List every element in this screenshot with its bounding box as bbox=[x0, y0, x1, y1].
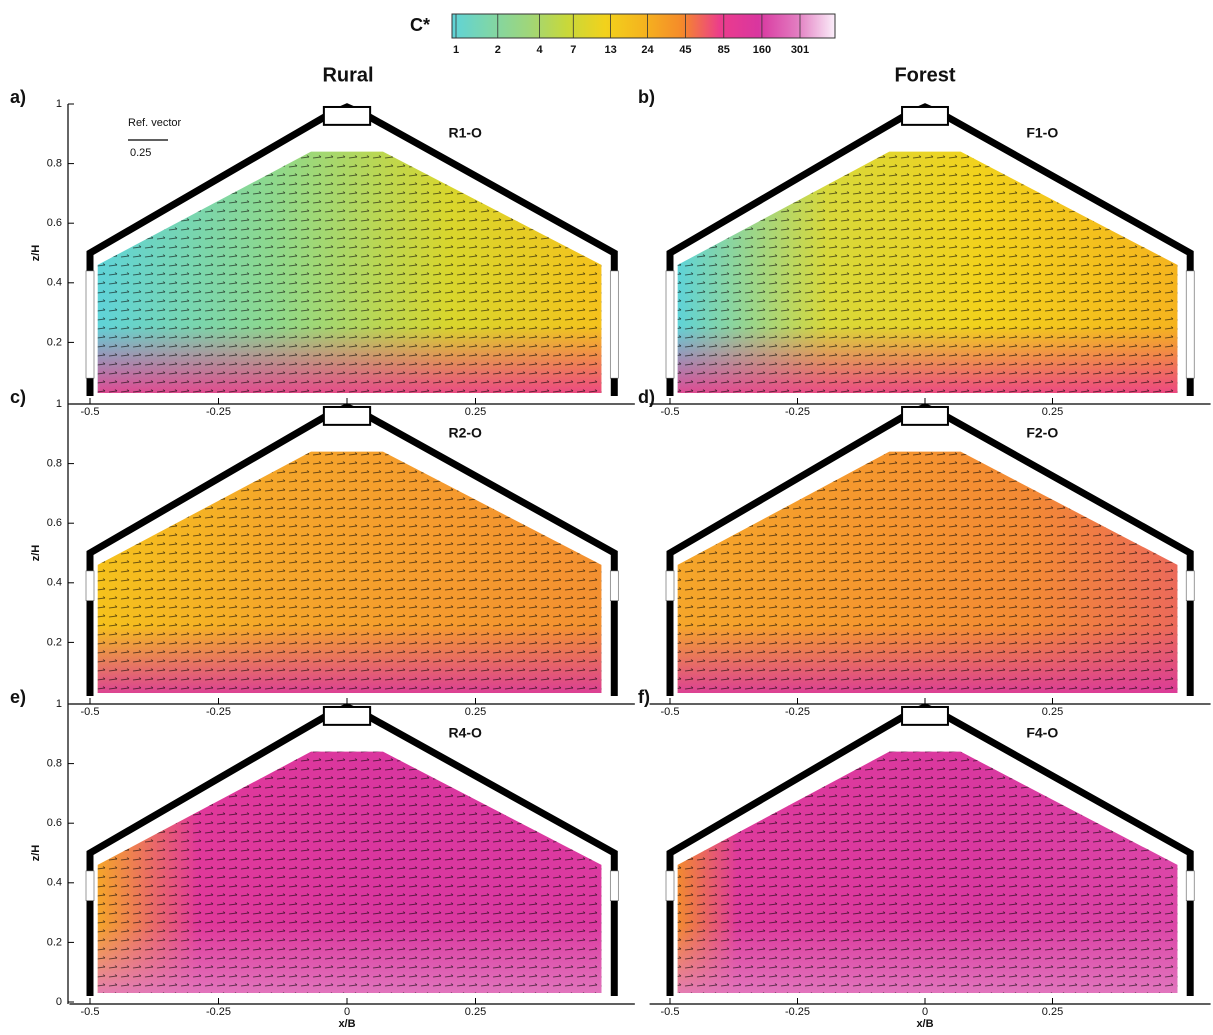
y-tick-label: 0.6 bbox=[47, 217, 62, 229]
x-tick-label: -0.25 bbox=[206, 706, 231, 718]
panel-label: d) bbox=[638, 387, 655, 407]
velocity-vectors bbox=[98, 452, 602, 693]
column-title: Forest bbox=[894, 64, 955, 86]
colorbar-title: C* bbox=[410, 15, 430, 35]
y-axis-label: z/H bbox=[30, 845, 42, 862]
opening bbox=[86, 571, 94, 601]
opening bbox=[1186, 271, 1194, 378]
x-tick-label: 0 bbox=[922, 1006, 928, 1018]
panel-label: a) bbox=[10, 87, 26, 107]
panel-title: F4-O bbox=[1026, 725, 1058, 741]
colorbar-tick-label: 13 bbox=[604, 44, 616, 56]
x-tick-label: 0.25 bbox=[1042, 1006, 1063, 1018]
vent bbox=[902, 707, 948, 725]
colorbar-tick-label: 4 bbox=[536, 44, 543, 56]
opening bbox=[86, 871, 94, 901]
velocity-vectors bbox=[678, 752, 1178, 993]
panel-title: R4-O bbox=[448, 725, 482, 741]
panel-label: b) bbox=[638, 87, 655, 107]
opening bbox=[86, 271, 94, 378]
x-axis-label: x/B bbox=[916, 1018, 933, 1030]
x-tick-label: -0.5 bbox=[661, 1006, 680, 1018]
x-tick-label: -0.25 bbox=[206, 406, 231, 418]
panel-label: f) bbox=[638, 687, 650, 707]
vent bbox=[324, 707, 370, 725]
x-tick-label: -0.5 bbox=[81, 1006, 100, 1018]
colorbar-tick-label: 45 bbox=[679, 44, 691, 56]
ref-vector-value: 0.25 bbox=[130, 147, 151, 159]
vent bbox=[324, 407, 370, 425]
x-tick-label: -0.5 bbox=[81, 406, 100, 418]
velocity-vectors bbox=[98, 152, 602, 393]
opening bbox=[610, 871, 618, 901]
velocity-vectors bbox=[678, 152, 1178, 393]
x-tick-label: 0.25 bbox=[465, 706, 486, 718]
opening bbox=[666, 571, 674, 601]
y-tick-label: 0.4 bbox=[47, 877, 62, 889]
column-title: Rural bbox=[322, 64, 373, 86]
opening bbox=[610, 271, 618, 378]
x-tick-label: -0.5 bbox=[661, 406, 680, 418]
y-tick-label: 0.8 bbox=[47, 758, 62, 770]
colorbar-tick-label: 2 bbox=[495, 44, 501, 56]
y-tick-label: 0.2 bbox=[47, 636, 62, 648]
panel-label: c) bbox=[10, 387, 26, 407]
colorbar-tick-label: 85 bbox=[718, 44, 730, 56]
x-tick-label: 0 bbox=[344, 1006, 350, 1018]
panel-title: F1-O bbox=[1026, 125, 1058, 141]
x-tick-label: 0.25 bbox=[1042, 406, 1063, 418]
panel-title: R2-O bbox=[448, 425, 482, 441]
x-tick-label: -0.25 bbox=[206, 1006, 231, 1018]
y-tick-label: 0.8 bbox=[47, 458, 62, 470]
y-tick-label: 0.8 bbox=[47, 158, 62, 170]
x-tick-label: -0.5 bbox=[661, 706, 680, 718]
opening bbox=[1186, 871, 1194, 901]
opening bbox=[1186, 571, 1194, 601]
x-tick-label: -0.25 bbox=[785, 406, 810, 418]
figure: C* Rural Forest Ref. vector 0.25 1247132… bbox=[0, 0, 1213, 1030]
colorbar-tick-label: 7 bbox=[570, 44, 576, 56]
colorbar-tick-label: 24 bbox=[641, 44, 654, 56]
velocity-vectors bbox=[678, 452, 1178, 693]
colorbar bbox=[452, 14, 835, 38]
y-axis-label: z/H bbox=[30, 245, 42, 262]
panel-label: e) bbox=[10, 687, 26, 707]
y-tick-label: 0.6 bbox=[47, 517, 62, 529]
colorbar-tick-label: 1 bbox=[453, 44, 459, 56]
x-tick-label: 0.25 bbox=[465, 406, 486, 418]
y-tick-label: 0.2 bbox=[47, 336, 62, 348]
opening bbox=[610, 571, 618, 601]
colorbar-tick-label: 301 bbox=[791, 44, 809, 56]
x-axis-label: x/B bbox=[338, 1018, 355, 1030]
vent bbox=[324, 107, 370, 125]
y-tick-label: 0.4 bbox=[47, 577, 62, 589]
y-axis-label: z/H bbox=[30, 545, 42, 562]
vent bbox=[902, 407, 948, 425]
panel-title: F2-O bbox=[1026, 425, 1058, 441]
x-tick-label: -0.25 bbox=[785, 706, 810, 718]
y-tick-label: 0.6 bbox=[47, 817, 62, 829]
y-tick-label: 0.2 bbox=[47, 936, 62, 948]
x-tick-label: 0.25 bbox=[465, 1006, 486, 1018]
y-tick-label: 1 bbox=[56, 398, 62, 410]
velocity-vectors bbox=[98, 752, 602, 993]
opening bbox=[666, 271, 674, 378]
y-tick-label: 0 bbox=[56, 996, 62, 1008]
opening bbox=[666, 871, 674, 901]
x-tick-label: -0.25 bbox=[785, 1006, 810, 1018]
colorbar-tick-label: 160 bbox=[753, 44, 771, 56]
panel-title: R1-O bbox=[448, 125, 482, 141]
x-tick-label: 0.25 bbox=[1042, 706, 1063, 718]
ref-vector-label: Ref. vector bbox=[128, 117, 182, 129]
y-tick-label: 1 bbox=[56, 698, 62, 710]
y-tick-label: 1 bbox=[56, 98, 62, 110]
vent bbox=[902, 107, 948, 125]
x-tick-label: -0.5 bbox=[81, 706, 100, 718]
y-tick-label: 0.4 bbox=[47, 277, 62, 289]
